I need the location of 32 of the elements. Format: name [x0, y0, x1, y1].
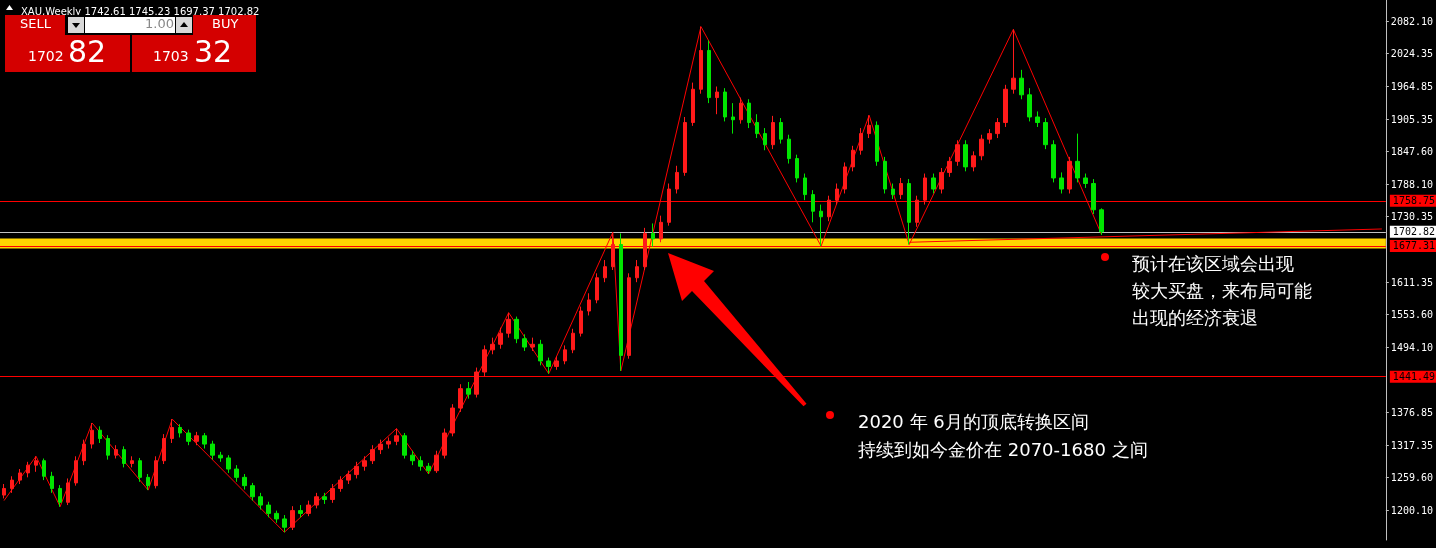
ref-line-label: 1758.75: [1392, 195, 1436, 207]
y-tick-label: 1905.35: [1390, 114, 1434, 126]
annotation: SELL: [20, 16, 51, 31]
annotation: 32: [194, 34, 233, 69]
annotation: 82: [68, 34, 107, 69]
y-tick-label: 1847.60: [1390, 146, 1434, 158]
y-tick-label: 1494.10: [1390, 342, 1434, 354]
y-tick-label: 1553.60: [1390, 309, 1434, 321]
quantity-field: 1.00: [65, 15, 193, 35]
y-tick-label: 1788.10: [1390, 179, 1434, 191]
y-tick-label: 1376.85: [1390, 407, 1434, 419]
annotation: 1702: [28, 48, 64, 64]
y-tick-label: 1730.35: [1390, 211, 1434, 223]
y-tick-label: 1259.60: [1390, 472, 1434, 484]
annotation: 持续到如今金价在 2070-1680 之间: [858, 438, 1148, 462]
y-tick-label: 1611.35: [1390, 277, 1434, 289]
annotation: 较大买盘，来布局可能: [1132, 279, 1312, 303]
annotation: 2020 年 6月的顶底转换区间: [858, 410, 1089, 434]
y-tick-label: 1200.10: [1390, 505, 1434, 517]
ref-line-label: 1441.49: [1392, 371, 1436, 383]
annotation: 出现的经济衰退: [1132, 306, 1258, 330]
annotation: 1.00: [145, 16, 174, 31]
y-tick-label: 2024.35: [1390, 48, 1434, 60]
ref-line-label: 1677.31: [1392, 240, 1436, 252]
annotation: 预计在该区域会出现: [1132, 252, 1294, 276]
ref-line-label: 1702.82: [1392, 226, 1436, 238]
annotation: 1703: [153, 48, 189, 64]
annotation: BUY: [212, 16, 239, 31]
y-tick-label: 2082.10: [1390, 16, 1434, 28]
y-tick-label: 1964.85: [1390, 81, 1434, 93]
y-tick-label: 1317.35: [1390, 440, 1434, 452]
text: XAU,Weekly 1742.61 1745.23 1697.37 1702.82: [21, 5, 260, 17]
